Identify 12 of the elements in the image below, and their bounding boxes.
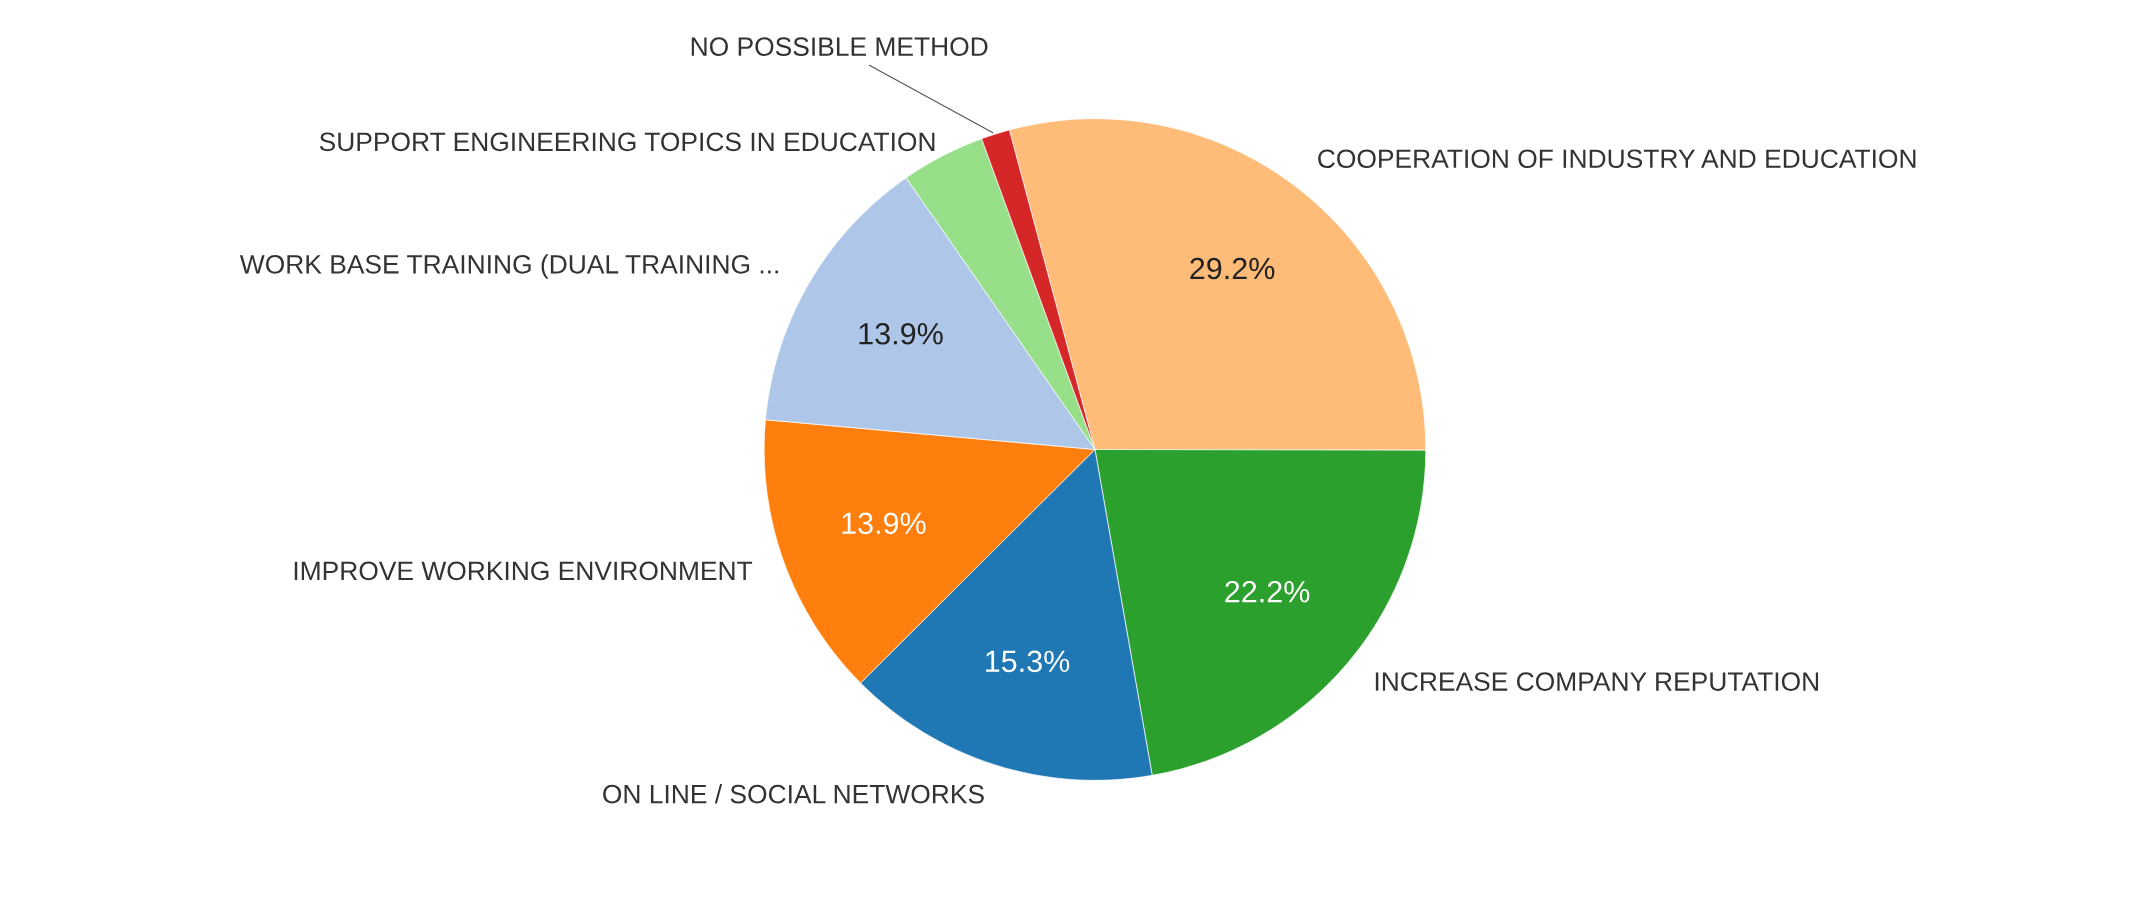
data-label: 29.2% bbox=[1190, 257, 1275, 280]
slice-label: COOPERATION OF INDUSTRY AND EDUCATION bbox=[1318, 149, 1916, 169]
slice-label: ON LINE / SOCIAL NETWORKS bbox=[603, 784, 984, 804]
data-label: 13.9% bbox=[859, 322, 943, 345]
slice-label: INCREASE COMPANY REPUTATION bbox=[1375, 672, 1819, 691]
data-label: 13.9% bbox=[842, 512, 926, 535]
slice-label: IMPROVE WORKING ENVIRONMENT bbox=[294, 561, 753, 581]
slice-label: SUPPORT ENGINEERING TOPICS IN EDUCATION bbox=[319, 132, 935, 152]
slice-label: WORK BASE TRAINING (DUAL TRAINING ... bbox=[239, 254, 778, 279]
slice-label: NO POSSIBLE METHOD bbox=[691, 37, 988, 57]
data-label: 22.2% bbox=[1225, 580, 1310, 603]
data-label: 15.3% bbox=[986, 650, 1070, 673]
